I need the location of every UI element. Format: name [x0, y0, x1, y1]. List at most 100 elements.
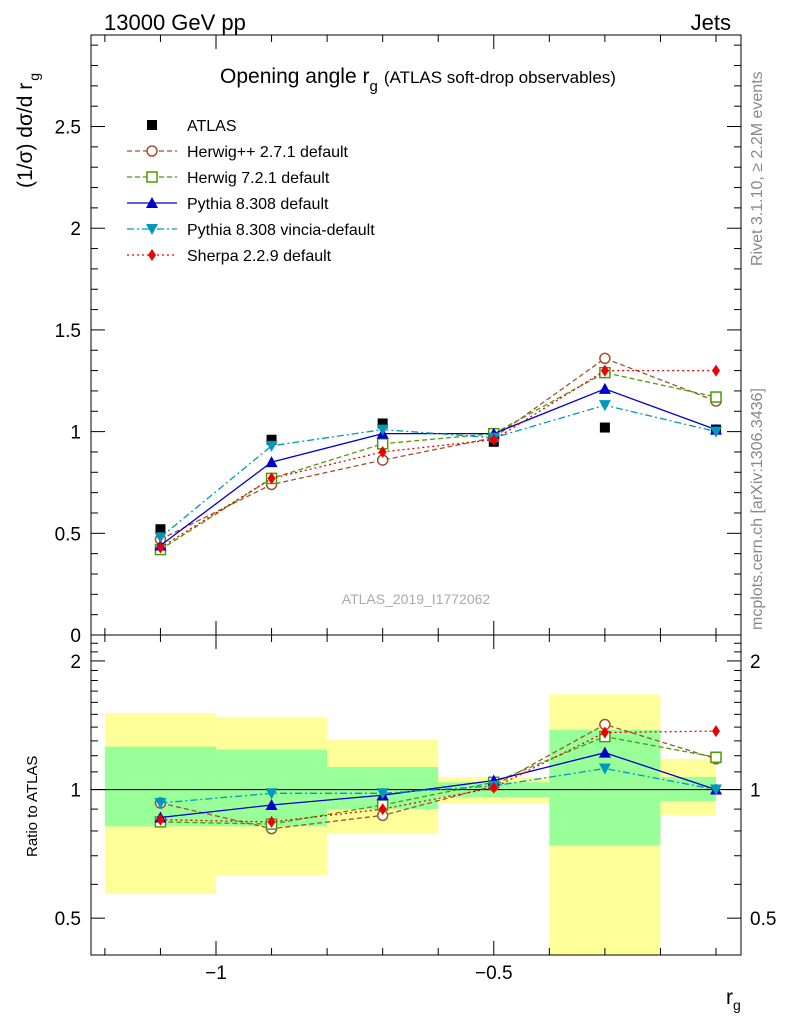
ratio-series-sherpa-2-2-9-default — [156, 725, 720, 828]
legend-item-pythia-8-308-default: Pythia 8.308 default — [127, 196, 329, 213]
ratio-xtick-label: −1 — [205, 963, 227, 984]
legend-label-pythia-8-308-vincia-default: Pythia 8.308 vincia-default — [187, 222, 375, 239]
ratio-point-sherpa-2-2-9-default — [267, 815, 276, 828]
ratio-point-herwig-7-2-1-default — [710, 751, 722, 764]
main-point-atlas — [155, 524, 166, 535]
main-ytick-label: 0.5 — [55, 524, 81, 545]
legend-label-pythia-8-308-default: Pythia 8.308 default — [187, 196, 329, 213]
main-point-pythia-8-308-default — [265, 456, 278, 468]
main-line-herwig-7-2-1-default — [160, 371, 717, 551]
main-series-pythia-8-308-vincia-default — [154, 400, 722, 544]
main-ytick-label: 2 — [70, 219, 81, 240]
ratio-point-sherpa-2-2-9-default — [378, 803, 387, 816]
ratio-point-sherpa-2-2-9-default — [712, 725, 720, 738]
legend-label-sherpa-2-2-9-default: Sherpa 2.2.9 default — [187, 248, 332, 265]
legend-marker-herwig-2-7-1-default — [146, 145, 158, 157]
header-left: 13000 GeV pp — [104, 10, 246, 35]
legend-item-herwig-7-2-1-default: Herwig 7.2.1 default — [127, 170, 330, 187]
main-ytick-label: 0 — [70, 626, 81, 647]
main-point-herwig-7-2-1-default — [710, 391, 722, 403]
main-ytick-label: 1.5 — [55, 321, 81, 342]
ratio-axis-ticks: 0.5 0.5 1 1 2 2 −1 −0.5 — [55, 635, 776, 984]
main-point-sherpa-2-2-9-default — [267, 472, 276, 485]
main-ytick-label: 2.5 — [55, 118, 81, 139]
ratio-ytick-label: 1 — [70, 781, 81, 802]
legend-marker-atlas — [147, 120, 157, 130]
ratio-point-pythia-8-308-vincia-default — [710, 784, 722, 796]
legend-item-sherpa-2-2-9-default: Sherpa 2.2.9 default — [127, 248, 332, 265]
legend-item-herwig-2-7-1-default: Herwig++ 2.7.1 default — [127, 144, 349, 161]
legend: ATLAS Herwig++ 2.7.1 default Herwig 7.2.1 … — [127, 118, 375, 265]
ratio-point-sherpa-2-2-9-default — [156, 813, 165, 826]
main-point-herwig-2-7-1-default — [599, 352, 611, 365]
main-axis-ticks: 0.5 1 1.5 2 2.5 0 — [55, 35, 741, 647]
ratio-panel: 0.5 0.5 1 1 2 2 −1 −0.5 Ratio to ATLAS rg — [24, 634, 776, 1013]
ratio-point-pythia-8-308-vincia-default — [265, 788, 278, 800]
main-point-pythia-8-308-vincia-default — [710, 426, 722, 438]
ratio-ytick-label: 0.5 — [55, 909, 81, 930]
main-point-pythia-8-308-vincia-default — [376, 424, 389, 436]
main-point-pythia-8-308-default — [598, 382, 611, 394]
plot-title: Opening angle rg (ATLAS soft-drop observa… — [220, 65, 616, 95]
main-point-sherpa-2-2-9-default — [378, 445, 387, 458]
ratio-point-pythia-8-308-vincia-default — [598, 763, 611, 775]
legend-label-atlas: ATLAS — [187, 118, 237, 135]
side-text-top: Rivet 3.1.10, ≥ 2.2M events — [749, 71, 766, 266]
ratio-point-sherpa-2-2-9-default — [600, 726, 609, 739]
ratio-line-herwig-2-7-1-default — [160, 723, 717, 830]
main-panel: 0.5 1 1.5 2 2.5 0 Opening angle rg (ATLAS soft… — [14, 34, 742, 647]
ratio-frame — [90, 634, 742, 956]
ratio-xlabel: rg — [726, 986, 741, 1013]
ratio-point-sherpa-2-2-9-default — [489, 781, 498, 794]
main-series-atlas — [155, 418, 721, 535]
ratio-point-pythia-8-308-default — [265, 799, 278, 811]
main-series-pythia-8-308-default — [154, 382, 722, 551]
legend-item-atlas: ATLAS — [147, 118, 237, 135]
ratio-xtick-label: −0.5 — [475, 963, 513, 984]
analysis-watermark: ATLAS_2019_I1772062 — [342, 591, 491, 607]
main-line-sherpa-2-2-9-default — [160, 369, 716, 549]
ratio-ytick-label: 2 — [70, 652, 81, 673]
ratio-point-pythia-8-308-vincia-default — [154, 798, 167, 810]
ratio-ylabel: Ratio to ATLAS — [24, 756, 41, 857]
legend-marker-pythia-8-308-vincia-default — [146, 224, 158, 235]
ratio-ytick-label-right: 1 — [750, 781, 761, 802]
main-point-atlas — [266, 434, 277, 445]
main-point-atlas — [377, 418, 388, 429]
legend-label-herwig-7-2-1-default: Herwig 7.2.1 default — [187, 170, 330, 187]
main-series-herwig-7-2-1-default — [154, 366, 722, 556]
legend-item-pythia-8-308-vincia-default: Pythia 8.308 vincia-default — [127, 222, 375, 239]
legend-marker-pythia-8-308-default — [146, 197, 158, 208]
main-line-pythia-8-308-vincia-default — [159, 404, 717, 538]
main-point-pythia-8-308-vincia-default — [265, 440, 278, 452]
main-line-pythia-8-308-default — [160, 388, 717, 547]
main-point-atlas — [599, 422, 610, 433]
legend-marker-herwig-7-2-1-default — [146, 171, 158, 183]
main-point-sherpa-2-2-9-default — [600, 364, 609, 377]
main-point-pythia-8-308-vincia-default — [154, 532, 167, 544]
main-ylabel: (1/σ) dσ/d rg — [14, 73, 42, 188]
main-series-sherpa-2-2-9-default — [156, 364, 720, 554]
legend-marker-sherpa-2-2-9-default — [148, 249, 156, 261]
main-line-herwig-2-7-1-default — [160, 357, 717, 540]
side-text-bottom: mcplots.cern.ch [arXiv:1306.3436] — [749, 388, 766, 630]
main-ytick-label: 1 — [70, 423, 81, 444]
legend-label-herwig-2-7-1-default: Herwig++ 2.7.1 default — [187, 144, 349, 161]
ratio-band-green — [216, 749, 328, 827]
main-point-sherpa-2-2-9-default — [156, 541, 165, 554]
ratio-point-pythia-8-308-vincia-default — [376, 788, 389, 800]
main-series-herwig-2-7-1-default — [154, 352, 722, 546]
main-point-pythia-8-308-vincia-default — [598, 400, 611, 412]
main-point-sherpa-2-2-9-default — [489, 433, 498, 446]
ratio-line-herwig-7-2-1-default — [160, 735, 717, 825]
ratio-uncertainty-bands — [91, 694, 741, 955]
ratio-line-pythia-8-308-default — [160, 752, 717, 819]
ratio-series-layer — [154, 718, 722, 835]
ratio-ytick-label-right: 0.5 — [750, 909, 776, 930]
ratio-point-pythia-8-308-default — [598, 746, 611, 758]
main-point-sherpa-2-2-9-default — [712, 364, 720, 377]
main-series-layer — [154, 352, 722, 556]
ratio-line-pythia-8-308-vincia-default — [160, 767, 717, 804]
ratio-ytick-label-right: 2 — [750, 652, 761, 673]
